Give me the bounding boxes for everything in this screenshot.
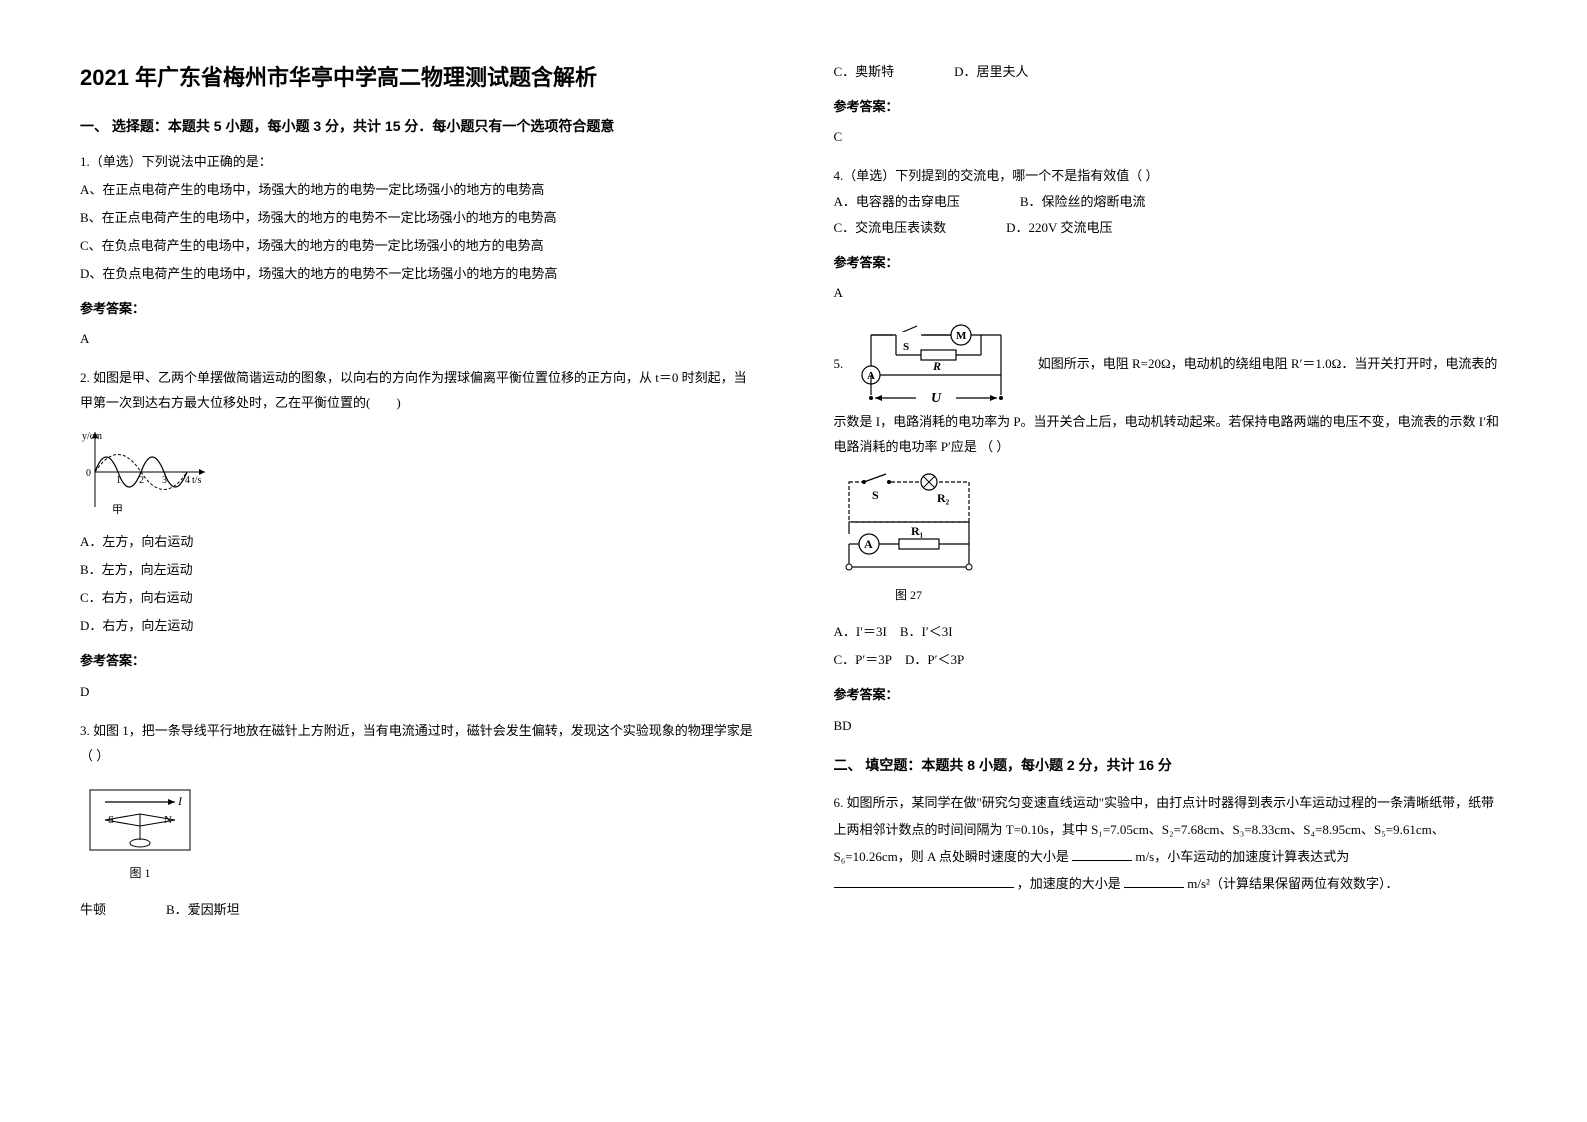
q4-stem: 4.（单选）下列提到的交流电，哪一个不是指有效值（ ） xyxy=(834,164,1508,189)
q2-jia-label: 甲 xyxy=(112,504,123,516)
svg-text:A: A xyxy=(864,537,873,551)
svg-text:S: S xyxy=(903,341,909,353)
q3-optC: C．奥斯特 xyxy=(834,60,895,85)
q3-optB: B．爱因斯坦 xyxy=(166,898,240,923)
q6-unit2: m/s²（计算结果保留两位有效数字）． xyxy=(1187,876,1398,891)
q1-optC: C、在负点电荷产生的电场中，场强大的地方的电势一定比场强小的地方的电势高 xyxy=(80,233,754,259)
question-5: 5. M xyxy=(834,320,1508,738)
question-1: 1.（单选）下列说法中正确的是： A、在正点电荷产生的电场中，场强大的地方的电势… xyxy=(80,150,754,352)
svg-text:2: 2 xyxy=(139,475,144,486)
svg-text:R₂: R₂ xyxy=(937,491,950,505)
q4-options: A．电容器的击穿电压 B．保险丝的熔断电流 C．交流电压表读数 D．220V 交… xyxy=(834,189,1508,241)
q3-answer: C xyxy=(834,125,1508,150)
page-title: 2021 年广东省梅州市华亭中学高二物理测试题含解析 xyxy=(80,60,754,92)
q3-compass-svg: I S N xyxy=(80,780,200,860)
q3-n-label: N xyxy=(164,814,172,826)
q3-s-label: S xyxy=(108,814,114,826)
left-column: 2021 年广东省梅州市华亭中学高二物理测试题含解析 一、 选择题：本题共 5 … xyxy=(80,60,754,935)
q5-optB: B．I′＜3I xyxy=(900,624,953,639)
section2-header: 二、 填空题：本题共 8 小题，每小题 2 分，共计 16 分 xyxy=(834,755,1508,775)
q6-blank-2 xyxy=(834,875,1014,888)
svg-text:4: 4 xyxy=(185,475,190,486)
q3-i-label: I xyxy=(177,794,183,808)
q3-figure-caption: 图 1 xyxy=(80,862,200,885)
q1-options: A、在正点电荷产生的电场中，场强大的地方的电势一定比场强小的地方的电势高 B、在… xyxy=(80,177,754,287)
q5-options: A．I′＝3I B．I′＜3I C．P′＝3P D．P′＜3P xyxy=(834,619,1508,673)
q5-stem-pre: 5. xyxy=(834,356,844,371)
q5-answer: BD xyxy=(834,714,1508,739)
q4-answer-label: 参考答案： xyxy=(834,251,1508,276)
svg-text:S: S xyxy=(872,488,879,502)
q1-optB: B、在正点电荷产生的电场中，场强大的地方的电势不一定比场强小的地方的电势高 xyxy=(80,205,754,231)
q2-optD: D．右方，向左运动 xyxy=(80,613,754,639)
q5-figure-top: M S R xyxy=(851,320,1031,410)
svg-text:R: R xyxy=(932,359,941,373)
q2-wave-svg: y/cm t/s 0 1 2 3 4 甲 xyxy=(80,427,210,517)
q6-blank-3 xyxy=(1124,875,1184,888)
q2-stem: 2. 如图是甲、乙两个单摆做简谐运动的图象，以向右的方向作为摆球偏离平衡位置位移… xyxy=(80,366,754,415)
section1-header: 一、 选择题：本题共 5 小题，每小题 3 分，共计 15 分．每小题只有一个选… xyxy=(80,116,754,136)
q2-xlabel: t/s xyxy=(192,475,202,486)
q6-blank-1 xyxy=(1072,848,1132,861)
q1-answer: A xyxy=(80,327,754,352)
q4-answer: A xyxy=(834,281,1508,306)
question-3-cont: C．奥斯特 D．居里夫人 参考答案： C xyxy=(834,60,1508,150)
q3-figure: I S N 图 1 xyxy=(80,780,754,886)
q5-circuit-bottom-svg: S R₂ A xyxy=(834,472,984,582)
q5-answer-label: 参考答案： xyxy=(834,683,1508,708)
q4-optD: D．220V 交流电压 xyxy=(1006,215,1112,241)
q3-options-row2: C．奥斯特 D．居里夫人 xyxy=(834,60,1508,85)
q1-optA: A、在正点电荷产生的电场中，场强大的地方的电势一定比场强小的地方的电势高 xyxy=(80,177,754,203)
q2-optC: C．右方，向右运动 xyxy=(80,585,754,611)
question-3: 3. 如图 1，把一条导线平行地放在磁针上方附近，当有电流通过时，磁针会发生偏转… xyxy=(80,719,754,923)
q2-optA: A．左方，向右运动 xyxy=(80,529,754,555)
q4-optC: C．交流电压表读数 xyxy=(834,215,947,241)
q2-answer-label: 参考答案： xyxy=(80,649,754,674)
q3-optA: 牛顿 xyxy=(80,898,106,923)
q3-options-row1: 牛顿 B．爱因斯坦 xyxy=(80,898,754,923)
question-6: 6. 如图所示，某同学在做"研究匀变速直线运动"实验中，由打点计时器得到表示小车… xyxy=(834,789,1508,898)
q6-stem2: ，加速度的大小是 xyxy=(1017,876,1121,891)
svg-text:M: M xyxy=(956,330,967,342)
q2-figure: y/cm t/s 0 1 2 3 4 甲 xyxy=(80,427,754,517)
q2-optB: B．左方，向左运动 xyxy=(80,557,754,583)
question-2: 2. 如图是甲、乙两个单摆做简谐运动的图象，以向右的方向作为摆球偏离平衡位置位移… xyxy=(80,366,754,705)
question-4: 4.（单选）下列提到的交流电，哪一个不是指有效值（ ） A．电容器的击穿电压 B… xyxy=(834,164,1508,306)
q3-optD: D．居里夫人 xyxy=(954,60,1028,85)
q1-answer-label: 参考答案： xyxy=(80,297,754,322)
q5-circuit-top-svg: M S R xyxy=(851,320,1031,410)
q1-stem: 1.（单选）下列说法中正确的是： xyxy=(80,150,754,175)
q6-unit1: m/s，小车运动的加速度计算表达式为 xyxy=(1135,849,1349,864)
q2-options: A．左方，向右运动 B．左方，向左运动 C．右方，向右运动 D．右方，向左运动 xyxy=(80,529,754,639)
q3-answer-label: 参考答案： xyxy=(834,95,1508,120)
q2-ylabel: y/cm xyxy=(82,431,102,442)
svg-text:0: 0 xyxy=(86,468,91,479)
q4-optA: A．电容器的击穿电压 xyxy=(834,189,960,215)
q4-optB: B．保险丝的熔断电流 xyxy=(1020,189,1146,215)
q2-answer: D xyxy=(80,680,754,705)
svg-text:R₁: R₁ xyxy=(911,524,924,538)
right-column: C．奥斯特 D．居里夫人 参考答案： C 4.（单选）下列提到的交流电，哪一个不… xyxy=(834,60,1508,935)
q5-optC: C．P′＝3P xyxy=(834,652,892,667)
q5-figure-bottom-caption: 图 27 xyxy=(834,584,984,607)
svg-text:U: U xyxy=(931,391,942,406)
q5-optD: D．P′＜3P xyxy=(905,652,964,667)
q1-optD: D、在负点电荷产生的电场中，场强大的地方的电势不一定比场强小的地方的电势高 xyxy=(80,261,754,287)
q3-stem: 3. 如图 1，把一条导线平行地放在磁针上方附近，当有电流通过时，磁针会发生偏转… xyxy=(80,719,754,768)
q5-optA: A．I′＝3I xyxy=(834,624,887,639)
q5-figure-bottom: S R₂ A xyxy=(834,472,1508,608)
